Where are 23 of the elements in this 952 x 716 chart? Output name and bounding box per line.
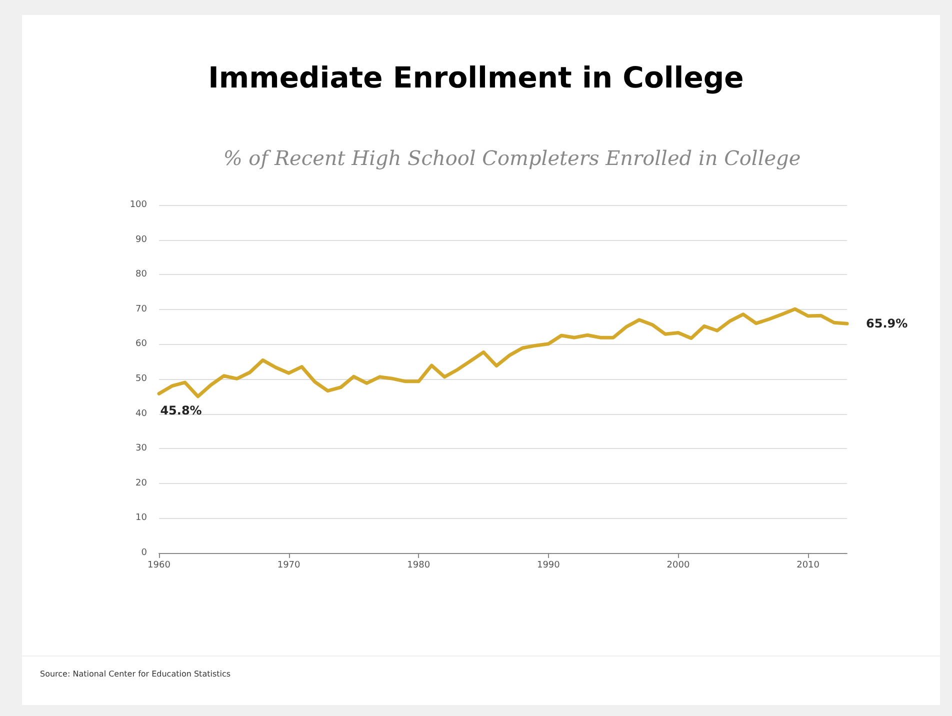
y-tick-label: 60 [136,339,148,350]
x-tick-label: 1980 [407,560,430,570]
y-tick-label: 70 [136,304,148,314]
source-note: Source: National Center for Education Statistics [40,670,231,678]
y-tick-label: 30 [136,444,148,454]
x-tick-label: 1960 [148,560,171,570]
x-tick-label: 2000 [666,560,690,570]
line-series [157,307,849,398]
annotation: 45.8% [160,404,202,418]
x-tick-label: 1990 [536,560,560,570]
y-tick-label: 100 [130,200,148,210]
y-tick-label: 20 [136,478,148,488]
y-tick-label: 90 [136,234,148,245]
y-tick-label: 10 [136,513,148,524]
y-tick-label: 80 [136,270,148,280]
annotation: 65.9% [866,316,908,331]
chart-subtitle: % of Recent High School Completers Enrolled in College [223,146,801,170]
y-tick-label: 40 [136,408,148,419]
x-tick-label: 1970 [277,560,301,570]
chart-title: Immediate Enrollment in College [208,60,744,94]
x-tick-label: 2010 [796,560,820,570]
y-tick-label: 50 [136,374,148,384]
y-tick-label: 0 [141,548,148,558]
